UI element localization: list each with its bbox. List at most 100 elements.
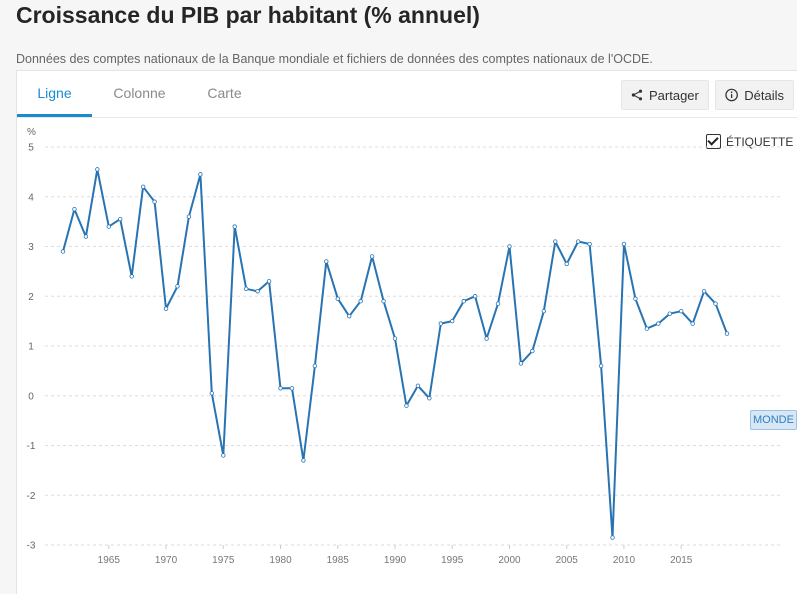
data-point bbox=[621, 241, 627, 247]
data-point bbox=[701, 289, 707, 294]
data-point bbox=[198, 172, 203, 177]
details-label: Détails bbox=[744, 87, 784, 103]
data-point bbox=[118, 216, 123, 222]
data-point bbox=[163, 306, 169, 311]
y-tick-label: 4 bbox=[28, 192, 34, 203]
x-tick-label: 1975 bbox=[212, 555, 235, 566]
data-point bbox=[369, 254, 375, 259]
data-point bbox=[289, 386, 295, 391]
x-tick-label: 1995 bbox=[441, 555, 464, 566]
data-point bbox=[186, 214, 192, 219]
data-point bbox=[438, 321, 443, 326]
info-icon bbox=[725, 88, 738, 102]
data-point bbox=[347, 313, 352, 319]
data-point bbox=[656, 321, 661, 326]
data-point bbox=[610, 535, 615, 540]
series-line bbox=[62, 168, 728, 539]
data-point bbox=[129, 274, 134, 279]
data-point bbox=[644, 326, 650, 331]
data-point bbox=[461, 299, 466, 304]
x-tick-label: 1970 bbox=[155, 555, 178, 566]
data-point bbox=[266, 279, 272, 284]
data-point bbox=[60, 249, 66, 254]
data-point bbox=[324, 259, 329, 264]
tab-ligne[interactable]: Ligne bbox=[17, 71, 92, 117]
data-point bbox=[724, 331, 730, 336]
y-tick-label: -2 bbox=[27, 491, 36, 502]
data-point bbox=[312, 363, 318, 369]
data-point bbox=[495, 301, 501, 306]
tab-carte[interactable]: Carte bbox=[207, 85, 242, 101]
data-point bbox=[278, 386, 283, 391]
label-toggle-text: ÉTIQUETTE bbox=[726, 134, 794, 149]
x-tick-label: 2000 bbox=[498, 555, 521, 566]
y-tick-label: -1 bbox=[27, 441, 36, 452]
data-point bbox=[518, 361, 524, 366]
details-button[interactable]: Détails bbox=[715, 80, 794, 110]
view-tabs: Ligne Colonne Carte bbox=[17, 71, 272, 117]
y-tick-label: 2 bbox=[28, 292, 34, 303]
data-point bbox=[564, 261, 569, 267]
data-point bbox=[381, 299, 386, 304]
data-point bbox=[140, 184, 146, 189]
data-point bbox=[598, 363, 604, 369]
y-tick-label: -3 bbox=[27, 541, 36, 552]
data-point bbox=[553, 239, 558, 244]
data-point bbox=[95, 167, 100, 172]
data-point bbox=[587, 241, 592, 247]
label-toggle[interactable]: ÉTIQUETTE bbox=[706, 134, 793, 149]
share-button[interactable]: Partager bbox=[621, 80, 709, 110]
tab-colonne[interactable]: Colonne bbox=[113, 85, 166, 101]
data-point bbox=[633, 296, 638, 301]
series-label-monde: MONDE bbox=[750, 410, 797, 430]
data-point bbox=[335, 296, 340, 301]
y-axis-unit: % bbox=[27, 127, 36, 138]
x-tick-label: 1965 bbox=[98, 555, 121, 566]
data-point bbox=[450, 318, 455, 324]
x-tick-label: 2010 bbox=[613, 555, 636, 566]
data-point bbox=[255, 289, 260, 294]
data-point bbox=[243, 286, 249, 291]
data-point bbox=[152, 199, 157, 204]
page-title: Croissance du PIB par habitant (% annuel… bbox=[16, 2, 480, 28]
data-point bbox=[392, 336, 398, 341]
data-point bbox=[72, 206, 77, 212]
data-point bbox=[415, 383, 421, 388]
data-point bbox=[541, 308, 547, 314]
data-point bbox=[404, 403, 409, 408]
x-tick-label: 2005 bbox=[556, 555, 579, 566]
data-point bbox=[175, 284, 180, 289]
y-tick-label: 0 bbox=[28, 391, 34, 402]
y-tick-label: 1 bbox=[28, 342, 34, 353]
data-point bbox=[83, 234, 89, 239]
x-tick-label: 1980 bbox=[269, 555, 292, 566]
check-icon[interactable] bbox=[706, 134, 721, 149]
data-point bbox=[221, 453, 226, 458]
data-point bbox=[507, 244, 512, 249]
share-icon bbox=[631, 89, 643, 101]
x-tick-label: 1985 bbox=[327, 555, 350, 566]
data-point bbox=[713, 301, 718, 306]
data-point bbox=[667, 311, 672, 316]
data-point bbox=[106, 224, 111, 229]
data-point bbox=[209, 391, 215, 396]
x-tick-label: 1990 bbox=[384, 555, 407, 566]
y-tick-label: 5 bbox=[28, 143, 34, 154]
data-point bbox=[530, 348, 535, 354]
data-point bbox=[301, 458, 306, 463]
data-point bbox=[575, 239, 581, 244]
chart-panel: Ligne Colonne Carte Partager Détails ÉTI… bbox=[16, 70, 797, 594]
source-note: Données des comptes nationaux de la Banq… bbox=[16, 52, 653, 66]
data-point bbox=[232, 224, 237, 229]
y-tick-label: 3 bbox=[28, 242, 34, 253]
tab-divider bbox=[17, 117, 797, 118]
data-point bbox=[358, 299, 363, 304]
share-label: Partager bbox=[649, 87, 699, 103]
data-point bbox=[484, 336, 489, 341]
data-point bbox=[690, 321, 695, 326]
data-point bbox=[679, 308, 684, 314]
data-point bbox=[427, 396, 432, 401]
data-point bbox=[472, 294, 478, 299]
x-tick-label: 2015 bbox=[670, 555, 693, 566]
line-chart: % 5 4 3 2 1 0 -1 -2 -3 1965 1970 1975 1980 1985 1990 199… bbox=[27, 127, 782, 566]
